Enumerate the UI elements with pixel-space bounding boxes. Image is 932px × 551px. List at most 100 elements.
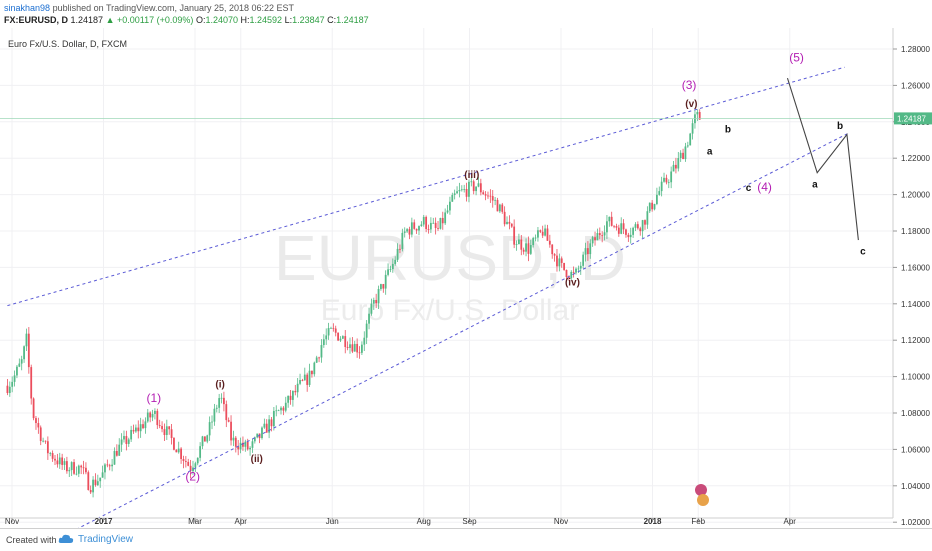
wave-label[interactable]: (5) [789,51,804,65]
candle-body [458,189,461,192]
candle-body [120,439,123,445]
candle-body [651,202,654,210]
candle-body [20,359,23,364]
candle-body [42,440,45,442]
wave-label[interactable]: a [812,179,818,190]
price-tick-label: 1.08000 [901,409,930,418]
last-price-badge [894,112,932,125]
candle-body [629,234,632,238]
event-marker[interactable] [695,484,709,506]
candle-body [601,235,604,237]
wave-label[interactable]: a [707,147,713,158]
candle-body [655,194,658,205]
candle-body [527,243,530,254]
wave-label[interactable]: c [746,183,752,194]
time-axis[interactable]: Nov 2017 Mar Apr Jun Aug Sep Nov 2018 Feb Apr [0,517,893,526]
candle-body [113,450,116,465]
wave-label[interactable]: (2) [185,469,200,483]
candle-body [334,328,337,333]
wave-label[interactable]: b [725,125,731,136]
candle-body [418,226,420,231]
candle-body [287,395,290,403]
candle-body [506,221,508,225]
candle-body [118,444,121,456]
candle-body [484,194,487,196]
candle-body [627,234,630,238]
candle-body [237,446,240,450]
candle-body [223,397,225,405]
wave-label[interactable]: (iv) [565,278,580,289]
candle-body [358,352,361,354]
candle-body [332,327,335,329]
candle-body [132,429,135,432]
candle-body [660,181,663,192]
trendline-upper[interactable] [7,66,845,307]
candle-body [51,453,54,459]
footer: Created with TradingView [0,528,932,551]
wave-label[interactable]: b [837,121,843,132]
candle-body [575,268,577,273]
price-tick-label: 1.04000 [901,482,930,491]
time-tick-label: Feb [691,517,705,526]
candle-body [401,232,404,250]
wave-label[interactable]: (ii) [251,454,263,465]
wave-label[interactable]: (4) [757,180,772,194]
tradingview-brand[interactable]: TradingView [78,534,134,545]
wave-label[interactable]: (i) [215,380,224,391]
candle-body [206,435,209,442]
event-icon[interactable] [697,494,709,506]
watermark: EURUSD, D Euro Fx/U.S. Dollar [274,222,626,327]
candle-body [275,410,278,412]
trendline-lower[interactable] [76,132,850,528]
candle-body [182,459,185,461]
candle-body [327,328,330,336]
candle-body [686,145,689,147]
candle-body [565,269,568,278]
candle-body [263,423,266,428]
candle-body [130,429,133,440]
wave-label[interactable]: (iii) [464,170,479,181]
candle-body [591,237,594,244]
candle-body [265,423,268,433]
watermark-symbol: EURUSD, D [274,222,626,294]
candle-body [303,374,306,381]
candle-body [541,231,544,236]
last-value: 1.24187 [70,15,104,25]
price-tick-label: 1.14000 [901,300,930,309]
wave-label[interactable]: c [860,247,866,258]
candle-body [18,363,21,367]
candle-body [508,221,511,224]
candle-body [256,433,259,438]
candle-body [30,367,33,399]
candle-body [8,386,11,393]
candle-body [582,254,585,266]
candle-body [587,248,589,255]
candle-body [144,421,147,429]
price-chart[interactable]: EURUSD, D Euro Fx/U.S. Dollar Euro Fx/U.… [0,28,932,528]
candle-body [570,271,573,279]
candle-body [184,460,187,462]
author-link[interactable]: sinakhan98 [4,3,51,13]
candle-body [479,183,482,193]
candle-body [470,181,473,183]
candle-body [551,244,554,255]
candle-body [272,410,275,427]
candle-body [503,211,506,225]
candle-body [56,460,59,465]
candle-body [441,217,444,224]
wave-label[interactable]: (1) [146,391,161,405]
candle-body [365,323,368,338]
wave-label[interactable]: (3) [682,78,697,92]
candle-body [194,463,197,468]
projection-path[interactable] [786,77,859,241]
candle-body [449,201,451,211]
wave-label[interactable]: (v) [685,99,697,110]
price-tick-label: 1.18000 [901,227,930,236]
price-axis[interactable]: 1.02000 1.04000 1.06000 1.08000 1.10000 1.120… [892,28,932,527]
low-label: L: [284,15,293,25]
candle-body [563,262,566,270]
candle-body [85,467,87,473]
candle-body [577,268,580,270]
event-icon[interactable] [695,484,707,496]
candle-body [451,194,454,202]
